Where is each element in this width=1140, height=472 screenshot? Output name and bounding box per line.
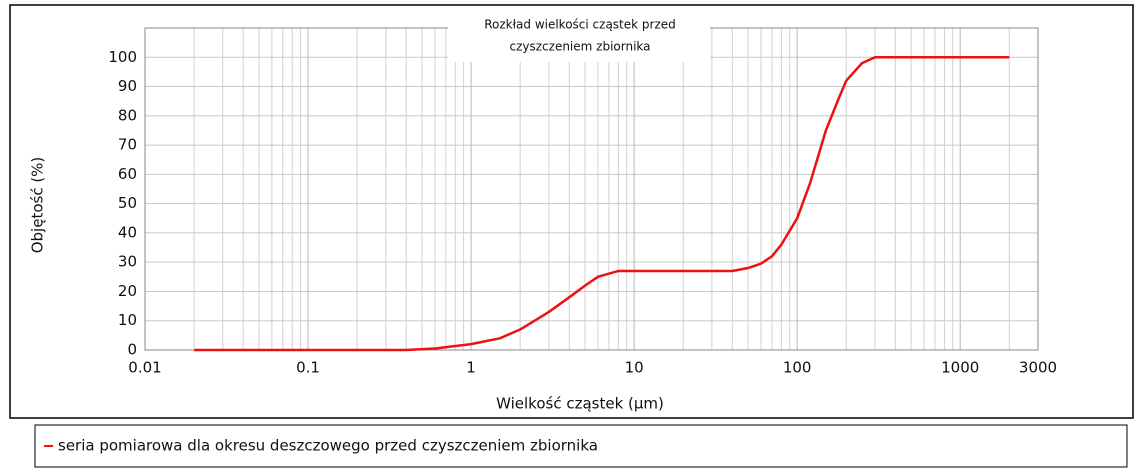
y-tick-label: 90 [118,77,137,95]
y-tick-label: 30 [118,253,137,271]
x-tick-label: 1000 [941,359,979,377]
chart-title: czyszczeniem zbiornika [510,40,651,54]
chart-title: Rozkład wielkości cząstek przed [484,18,676,32]
x-tick-label: 1 [466,359,476,377]
legend-label: seria pomiarowa dla okresu deszczowego p… [58,437,598,455]
x-tick-label: 0.1 [296,359,320,377]
y-tick-label: 80 [118,106,137,124]
y-tick-label: 20 [118,282,137,300]
title-bg [448,12,710,62]
x-tick-label: 10 [625,359,644,377]
y-tick-label: 10 [118,311,137,329]
y-tick-label: 60 [118,165,137,183]
y-tick-label: 70 [118,136,137,154]
y-axis-label: Objętość (%) [29,157,47,254]
data-line [194,56,1010,352]
x-axis-label: Wielkość cząstek (µm) [496,395,664,413]
y-tick-label: 100 [108,48,137,66]
legend [34,424,1128,468]
x-tick-label: 100 [783,359,812,377]
grid [144,27,1039,351]
x-tick-label: 0.01 [128,359,161,377]
y-tick-label: 40 [118,223,137,241]
x-tick-label: 3000 [1019,359,1057,377]
chart-frame [9,4,1134,419]
y-tick-label: 0 [127,341,137,359]
y-tick-label: 50 [118,194,137,212]
